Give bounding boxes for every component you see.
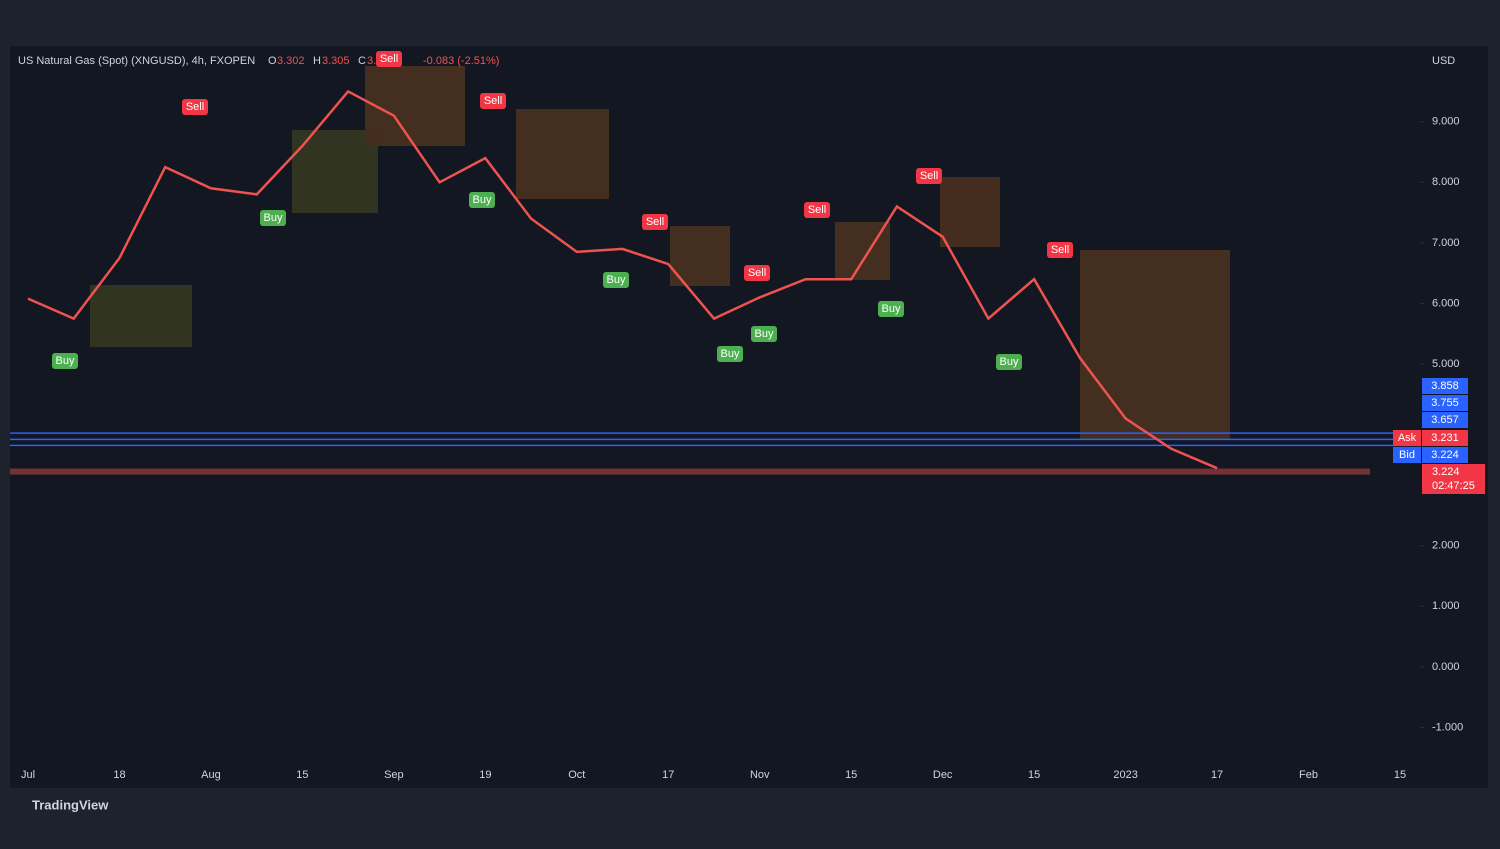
zone (365, 66, 465, 146)
zone (292, 130, 378, 213)
x-tick-label: 17 (662, 769, 674, 781)
price-tag-label: 3.858 (1431, 380, 1459, 392)
x-tick-label: 15 (1028, 769, 1040, 781)
signal-label: Sell (920, 170, 938, 182)
symbol-title: US Natural Gas (Spot) (XNGUSD), 4h, FXOP… (18, 55, 255, 67)
x-tick-label: 15 (1394, 769, 1406, 781)
ohlc-value: 3.305 (322, 55, 350, 67)
y-tick-label: -1.000 (1432, 721, 1463, 733)
price-tag-label: 3.755 (1431, 397, 1459, 409)
zone (940, 177, 1000, 247)
signal-label: Sell (748, 267, 766, 279)
bid-key: Bid (1399, 449, 1415, 461)
signal-label: Buy (473, 194, 492, 206)
signal-box (376, 51, 402, 67)
y-tick-label: 0.000 (1432, 661, 1460, 673)
signal-label: Buy (1000, 356, 1019, 368)
price-line (27, 89, 1218, 470)
y-tick-label: 1.000 (1432, 600, 1460, 612)
ohlc-key: C (358, 55, 366, 67)
chart-pane (10, 46, 1488, 788)
signal-box (182, 99, 208, 115)
x-tick-label: Oct (568, 769, 585, 781)
signal-box (469, 192, 495, 208)
signal-label: Sell (1051, 244, 1069, 256)
price-tag-label: 3.657 (1431, 414, 1459, 426)
x-tick-label: 19 (479, 769, 491, 781)
y-tick-label: 6.000 (1432, 297, 1460, 309)
ohlc-key: H (313, 55, 321, 67)
zone (90, 285, 192, 347)
signal-box (260, 210, 286, 226)
currency: USD (1432, 55, 1455, 67)
price-tag (1422, 395, 1468, 411)
bid-value: 3.224 (1431, 449, 1459, 461)
ask-key-box (1393, 430, 1421, 446)
signal-label: Buy (721, 348, 740, 360)
x-tick-label: Dec (933, 769, 953, 781)
y-tick-label: 9.000 (1432, 116, 1460, 128)
ohlc-value: 3.302 (277, 55, 305, 67)
signal-box (804, 202, 830, 218)
y-tick-label: 8.000 (1432, 176, 1460, 188)
signal-box (878, 301, 904, 317)
signal-label: Buy (607, 274, 626, 286)
x-tick-label: 15 (845, 769, 857, 781)
x-tick-label: 2023 (1113, 769, 1137, 781)
signal-box (916, 168, 942, 184)
bid-box (1422, 447, 1468, 463)
x-tick-label: Jul (21, 769, 35, 781)
signal-box (603, 272, 629, 288)
signal-label: Sell (808, 204, 826, 216)
signal-box (744, 265, 770, 281)
price-tag (1422, 412, 1468, 428)
ask-box (1422, 430, 1468, 446)
signal-label: Buy (264, 212, 283, 224)
signal-label: Sell (380, 53, 398, 65)
signal-box (1047, 242, 1073, 258)
x-tick-label: Nov (750, 769, 770, 781)
price-tag (1422, 378, 1468, 394)
y-tick-label: 7.000 (1432, 237, 1460, 249)
ask-key: Ask (1398, 432, 1417, 444)
last-band (10, 468, 1370, 475)
x-tick-label: Aug (201, 769, 221, 781)
signal-box (717, 346, 743, 362)
x-tick-label: Feb (1299, 769, 1318, 781)
signal-label: Sell (186, 101, 204, 113)
ask-value: 3.231 (1431, 432, 1459, 444)
zone (516, 109, 609, 199)
countdown: 02:47:25 (1432, 480, 1475, 492)
signal-label: Buy (882, 303, 901, 315)
x-tick-label: Sep (384, 769, 404, 781)
x-tick-label: 17 (1211, 769, 1223, 781)
x-tick-label: 18 (113, 769, 125, 781)
signal-label: Buy (56, 355, 75, 367)
last-value: 3.224 (1432, 466, 1460, 478)
signal-box (751, 326, 777, 342)
x-tick-label: 15 (296, 769, 308, 781)
zone (670, 226, 730, 286)
signal-label: Buy (755, 328, 774, 340)
change: -0.083 (-2.51%) (423, 55, 499, 67)
signal-box (996, 354, 1022, 370)
signal-box (642, 214, 668, 230)
y-tick-label: 5.000 (1432, 358, 1460, 370)
signal-box (52, 353, 78, 369)
signal-label: Sell (484, 95, 502, 107)
signal-label: Sell (646, 216, 664, 228)
zones (90, 66, 1230, 440)
brand: TradingView (32, 797, 109, 812)
signal-box (480, 93, 506, 109)
zone (1080, 250, 1230, 440)
ohlc-key: O (268, 55, 277, 67)
bid-key-box (1393, 447, 1421, 463)
last-box (1422, 464, 1485, 494)
y-tick-label: 2.000 (1432, 540, 1460, 552)
